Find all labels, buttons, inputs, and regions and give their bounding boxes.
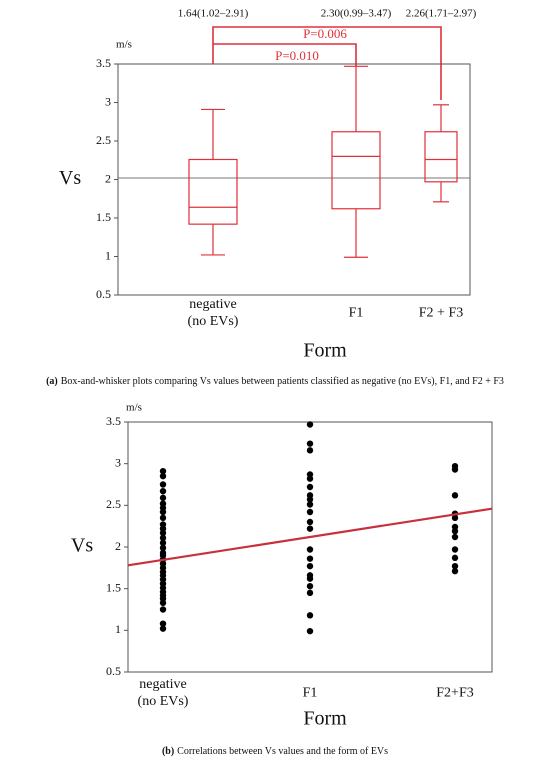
- summary-label: 1.64(1.02–2.91): [178, 8, 249, 20]
- box: [424, 131, 458, 183]
- point: [451, 466, 459, 473]
- p-value: P=0.006: [303, 26, 347, 41]
- point: [159, 539, 167, 547]
- point: [306, 518, 314, 526]
- point: [306, 562, 314, 570]
- point: [306, 483, 314, 491]
- point: [159, 599, 167, 607]
- caption-label: (a): [46, 376, 58, 387]
- summary-label: 2.30(0.99–3.47): [321, 8, 392, 20]
- x-tick-label: F1: [303, 686, 318, 701]
- point: [159, 467, 167, 475]
- x-tick-label: F2+F3: [436, 686, 473, 701]
- x-tick-label: (no EVs): [188, 314, 239, 329]
- point: [159, 625, 167, 632]
- x-tick-label: negative: [189, 297, 236, 312]
- point: [306, 575, 314, 582]
- y-tick-label: 2: [115, 539, 121, 553]
- caption-label: (b): [162, 746, 174, 757]
- y-axis-label: Vs: [71, 535, 93, 557]
- x-tick-label: negative: [139, 677, 186, 692]
- x-axis-label: Form: [303, 708, 347, 730]
- y-tick-label: 1: [115, 622, 121, 636]
- p-value: P=0.010: [275, 48, 319, 63]
- box: [188, 158, 238, 225]
- caption-text: Correlations between Vs values and the f…: [177, 746, 388, 757]
- x-tick-label: (no EVs): [138, 694, 189, 709]
- y-tick-label: 1: [105, 248, 111, 262]
- point: [159, 472, 167, 480]
- y-tick-label: 2.5: [96, 133, 111, 147]
- caption: (b) Correlations between Vs values and th…: [162, 746, 388, 757]
- point: [451, 567, 459, 575]
- y-tick-label: 0.5: [106, 664, 121, 678]
- point: [306, 447, 314, 454]
- point: [451, 514, 459, 522]
- box: [331, 131, 381, 210]
- point: [159, 487, 167, 495]
- point: [159, 508, 167, 516]
- y-tick-label: 3.5: [106, 414, 121, 428]
- point: [306, 582, 314, 590]
- point: [159, 514, 167, 522]
- point: [159, 544, 167, 552]
- unit-label: m/s: [126, 402, 142, 414]
- y-tick-label: 3.5: [96, 56, 111, 70]
- point: [159, 534, 167, 542]
- unit-label: m/s: [116, 39, 132, 51]
- caption-text: Box-and-whisker plots comparing Vs value…: [61, 376, 504, 387]
- x-axis-label: Form: [303, 340, 347, 362]
- caption: (a) Box-and-whisker plots comparing Vs va…: [46, 376, 504, 387]
- summary-label: 2.26(1.71–2.97): [406, 8, 477, 20]
- y-tick-label: 1.5: [106, 580, 121, 594]
- point: [306, 555, 314, 562]
- point: [159, 620, 167, 627]
- point: [306, 508, 314, 516]
- point: [451, 533, 459, 541]
- point: [306, 612, 314, 619]
- y-tick-label: 3: [115, 455, 121, 469]
- y-tick-label: 3: [105, 94, 111, 108]
- point: [306, 525, 314, 532]
- y-tick-label: 2: [105, 171, 111, 185]
- point: [451, 527, 459, 535]
- point: [159, 481, 167, 488]
- point: [306, 475, 314, 482]
- point: [306, 421, 314, 428]
- point: [451, 562, 459, 570]
- point: [306, 627, 314, 635]
- y-tick-label: 1.5: [96, 210, 111, 224]
- point: [306, 440, 314, 447]
- point: [159, 606, 167, 613]
- bracket: [213, 43, 357, 66]
- x-tick-label: F1: [349, 306, 364, 321]
- y-tick-label: 0.5: [96, 287, 111, 301]
- y-tick-label: 2.5: [106, 497, 121, 511]
- plot-frame: [117, 63, 471, 296]
- point: [306, 589, 314, 597]
- point: [159, 529, 167, 537]
- point: [306, 546, 314, 553]
- point: [451, 546, 459, 553]
- point: [451, 492, 459, 499]
- point: [159, 494, 167, 502]
- point: [451, 554, 459, 562]
- trend-line: [127, 507, 493, 567]
- point: [306, 496, 314, 503]
- x-tick-label: F2 + F3: [419, 306, 463, 321]
- y-axis-label: Vs: [59, 167, 81, 189]
- point: [306, 501, 314, 508]
